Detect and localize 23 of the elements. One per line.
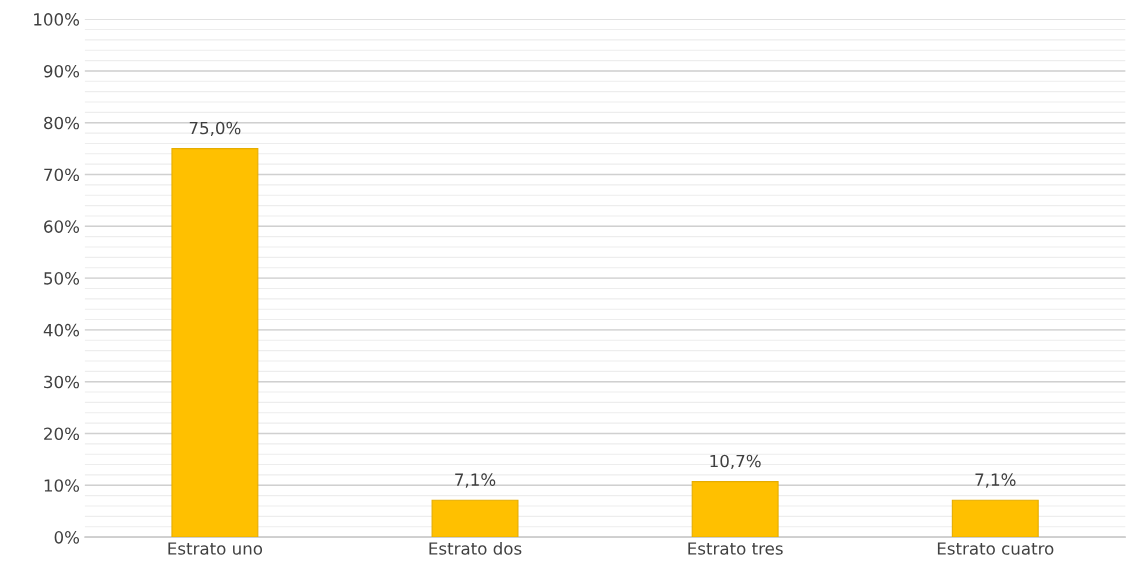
- y-tick-label: 20%: [44, 427, 80, 441]
- y-tick-label: 70%: [44, 168, 80, 182]
- y-tick-label: 10%: [44, 479, 80, 492]
- y-tick-label: 100%: [34, 13, 80, 26]
- x-tick-label: Estrato cuatro: [937, 542, 1054, 555]
- y-tick-label: 40%: [43, 323, 80, 337]
- data-label: 10,7%: [710, 454, 761, 470]
- x-tick-label: Estrato uno: [168, 542, 263, 555]
- x-tick-label: Estrato tres: [688, 542, 783, 555]
- bar: [431, 499, 519, 538]
- y-tick-label: 80%: [44, 116, 80, 130]
- x-tick-label: Estrato dos: [429, 541, 522, 555]
- data-label: 75,0%: [189, 121, 241, 136]
- bar: [691, 481, 779, 538]
- y-tick-label: 0%: [54, 531, 80, 544]
- bar: [951, 499, 1039, 538]
- y-tick-label: 30%: [44, 375, 80, 389]
- y-tick-label: 50%: [44, 272, 80, 285]
- data-label: 7,1%: [975, 473, 1016, 488]
- y-tick-label: 60%: [44, 220, 80, 233]
- bar: [171, 148, 259, 538]
- y-tick-label: 90%: [43, 64, 80, 78]
- data-label: 7,1%: [455, 473, 496, 488]
